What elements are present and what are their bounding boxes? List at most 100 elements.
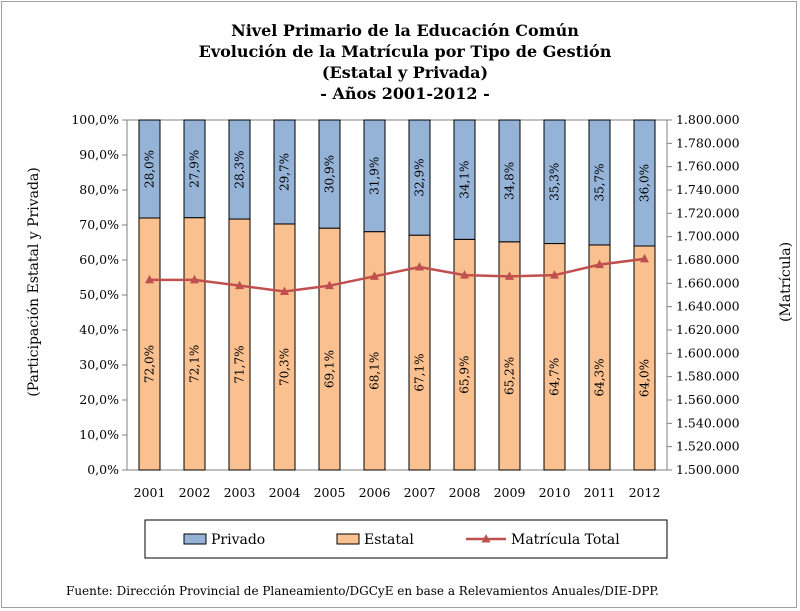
y-tick-label: 100,0% <box>71 112 119 127</box>
legend-swatch <box>183 533 207 545</box>
bar-label-estatal: 72,1% <box>188 345 202 383</box>
plot-area: 0,0% 10,0% 20,0% 30,0% 40,0% 50,0% 60,0% 70,0% 8… <box>71 112 739 500</box>
bar-label-estatal: 65,9% <box>458 356 472 394</box>
title-line: Evolución de la Matrícula por Tipo de Ge… <box>199 42 612 61</box>
bar-label-privado: 36,0% <box>638 164 652 202</box>
bar-privado <box>183 119 206 219</box>
line-point <box>640 253 649 263</box>
x-tick-label: 2005 <box>314 485 346 500</box>
source-note: Fuente: Dirección Provincial de Planeami… <box>66 584 659 598</box>
bar-label-privado: 29,7% <box>278 153 292 191</box>
x-tick-label: 2001 <box>134 485 166 500</box>
bar-label-estatal: 64,3% <box>593 358 607 396</box>
y-tick-label: 10,0% <box>79 427 119 442</box>
x-tick-label: 2003 <box>224 485 256 500</box>
line-point <box>325 280 334 290</box>
bar-estatal <box>633 245 656 471</box>
chart-title: Nivel Primario de la Educación Común Evo… <box>199 21 612 103</box>
y2-tick-label: 1.680.000 <box>676 252 740 267</box>
bar-label-estatal: 71,7% <box>233 345 247 383</box>
y2-tick-label: 1.780.000 <box>676 135 740 150</box>
bar-estatal <box>228 218 251 471</box>
bar-privado <box>498 119 521 243</box>
bar-label-privado: 28,3% <box>233 150 247 188</box>
x-tick-label: 2010 <box>539 485 571 500</box>
y2-tick-label: 1.760.000 <box>676 159 740 174</box>
bar-privado <box>543 119 566 245</box>
y2-tick-label: 1.720.000 <box>676 205 740 220</box>
title-line: Nivel Primario de la Educación Común <box>231 21 579 40</box>
y2-tick-label: 1.500.000 <box>676 462 740 477</box>
y-axis-title: (Participación Estatal y Privada) <box>26 167 42 397</box>
legend-box <box>144 519 668 559</box>
bar-privado <box>453 119 476 240</box>
legend: Privado Estatal Matrícula Total <box>144 519 668 559</box>
legend-label: Estatal <box>364 532 414 548</box>
bar-estatal <box>138 217 161 471</box>
bar-label-estatal: 69,1% <box>323 350 337 388</box>
line-point <box>550 270 559 279</box>
bar-privado <box>588 119 611 246</box>
bar-label-privado: 27,9% <box>188 150 202 188</box>
title-line: (Estatal y Privada) <box>322 63 488 82</box>
bar-label-privado: 28,0% <box>143 150 157 188</box>
y2-tick-label: 1.640.000 <box>676 299 740 314</box>
x-tick-label: 2011 <box>584 485 616 500</box>
y2-tick-label: 1.800.000 <box>676 112 740 127</box>
plot-border <box>126 119 668 471</box>
x-tick-label: 2002 <box>179 485 211 500</box>
line-point <box>460 270 469 279</box>
x-tick-label: 2008 <box>449 485 481 500</box>
line-point <box>370 271 379 280</box>
bar-label-privado: 34,8% <box>503 162 517 200</box>
line-matricula-total <box>149 257 645 293</box>
y-tick-label: 50,0% <box>79 287 119 302</box>
bar-label-estatal: 68,1% <box>368 352 382 390</box>
y-tick-label: 60,0% <box>79 252 119 267</box>
y-tick-label: 30,0% <box>79 357 119 372</box>
bar-label-privado: 34,1% <box>458 161 472 199</box>
x-tick-label: 2007 <box>404 485 436 500</box>
y2-tick-label: 1.740.000 <box>676 182 740 197</box>
legend-swatch <box>336 533 360 545</box>
y2-tick-label: 1.580.000 <box>676 369 740 384</box>
line-point <box>415 262 424 271</box>
line-point <box>595 259 604 269</box>
line-point <box>280 286 289 295</box>
x-tick-label: 2009 <box>494 485 526 500</box>
bar-label-estatal: 67,1% <box>413 354 427 392</box>
legend-label: Matrícula Total <box>511 532 620 548</box>
x-tick-label: 2004 <box>269 485 301 500</box>
y2-tick-label: 1.700.000 <box>676 229 740 244</box>
legend-label: Privado <box>211 532 265 548</box>
bar-label-estatal: 70,3% <box>278 348 292 386</box>
bar-estatal <box>273 223 296 471</box>
bar-label-privado: 32,9% <box>413 159 427 197</box>
y2-tick-label: 1.540.000 <box>676 415 740 430</box>
y2-tick-label: 1.620.000 <box>676 322 740 337</box>
bar-privado <box>408 119 431 236</box>
y-tick-label: 70,0% <box>79 217 119 232</box>
y-tick-label: 40,0% <box>79 322 119 337</box>
line-point <box>145 274 154 284</box>
bar-label-privado: 35,7% <box>593 163 607 201</box>
legend-marker <box>481 534 491 543</box>
bar-privado <box>633 119 656 247</box>
y-tick-label: 90,0% <box>79 147 119 162</box>
bar-estatal <box>363 231 386 471</box>
y2-tick-label: 1.560.000 <box>676 392 740 407</box>
x-tick-label: 2006 <box>359 485 391 500</box>
bar-label-estatal: 65,2% <box>503 357 517 395</box>
bar-label-estatal: 64,7% <box>548 358 562 396</box>
bar-estatal <box>318 227 341 471</box>
title-line: - Años 2001-2012 - <box>320 84 489 103</box>
bar-estatal <box>183 217 206 471</box>
bar-label-estatal: 72,0% <box>143 345 157 383</box>
bar-label-estatal: 64,0% <box>638 359 652 397</box>
bar-privado <box>138 119 161 219</box>
line-point <box>505 271 514 280</box>
y-tick-label: 80,0% <box>79 182 119 197</box>
line-point <box>235 280 244 290</box>
bar-label-privado: 30,9% <box>323 155 337 193</box>
